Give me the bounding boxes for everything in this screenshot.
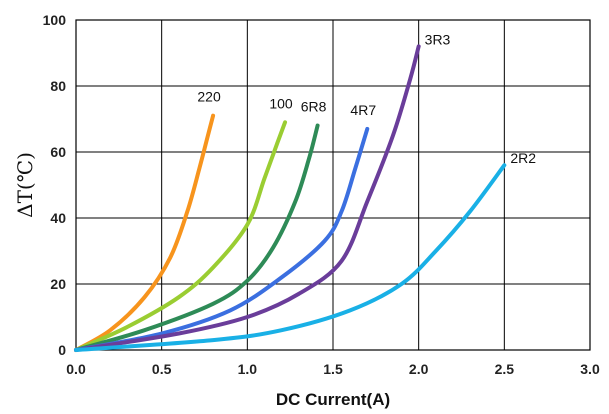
series-line-3R3 [74, 44, 421, 352]
plot-frame [75, 19, 591, 351]
series-label-100: 100 [269, 95, 293, 111]
x-tick-label: 3.0 [580, 361, 600, 377]
gridlines [75, 19, 591, 351]
y-tick-label: 100 [43, 12, 67, 28]
x-tick-label: 1.5 [323, 361, 343, 377]
x-axis-label: DC Current(A) [276, 390, 390, 409]
series-line-6R8 [74, 123, 320, 352]
series-label-220: 220 [197, 89, 221, 105]
y-axis-label: ΔT(℃) [13, 152, 37, 218]
series-label-4R7: 4R7 [350, 102, 376, 118]
series-line-100 [74, 120, 288, 352]
series-label-2R2: 2R2 [510, 150, 536, 166]
x-tick-label: 2.0 [409, 361, 429, 377]
series-line-220 [74, 113, 216, 352]
series-line-4R7 [74, 126, 370, 352]
y-tick-label: 20 [50, 276, 66, 292]
y-axis-ticks: 0 20 40 60 80 100 [43, 12, 67, 358]
series-layer: 220 100 6R8 4R7 3R3 2R2 [74, 31, 536, 352]
x-tick-label: 0.5 [152, 361, 172, 377]
series-line-2R2 [74, 163, 507, 352]
x-tick-label: 1.0 [238, 361, 258, 377]
y-tick-label: 0 [58, 342, 66, 358]
series-label-6R8: 6R8 [301, 99, 327, 115]
y-tick-label: 60 [50, 144, 66, 160]
series-label-3R3: 3R3 [425, 31, 451, 47]
y-tick-label: 40 [50, 210, 66, 226]
x-tick-label: 0.0 [66, 361, 86, 377]
x-axis-ticks: 0.0 0.5 1.0 1.5 2.0 2.5 3.0 [66, 361, 600, 377]
x-tick-label: 2.5 [495, 361, 515, 377]
y-tick-label: 80 [50, 78, 66, 94]
